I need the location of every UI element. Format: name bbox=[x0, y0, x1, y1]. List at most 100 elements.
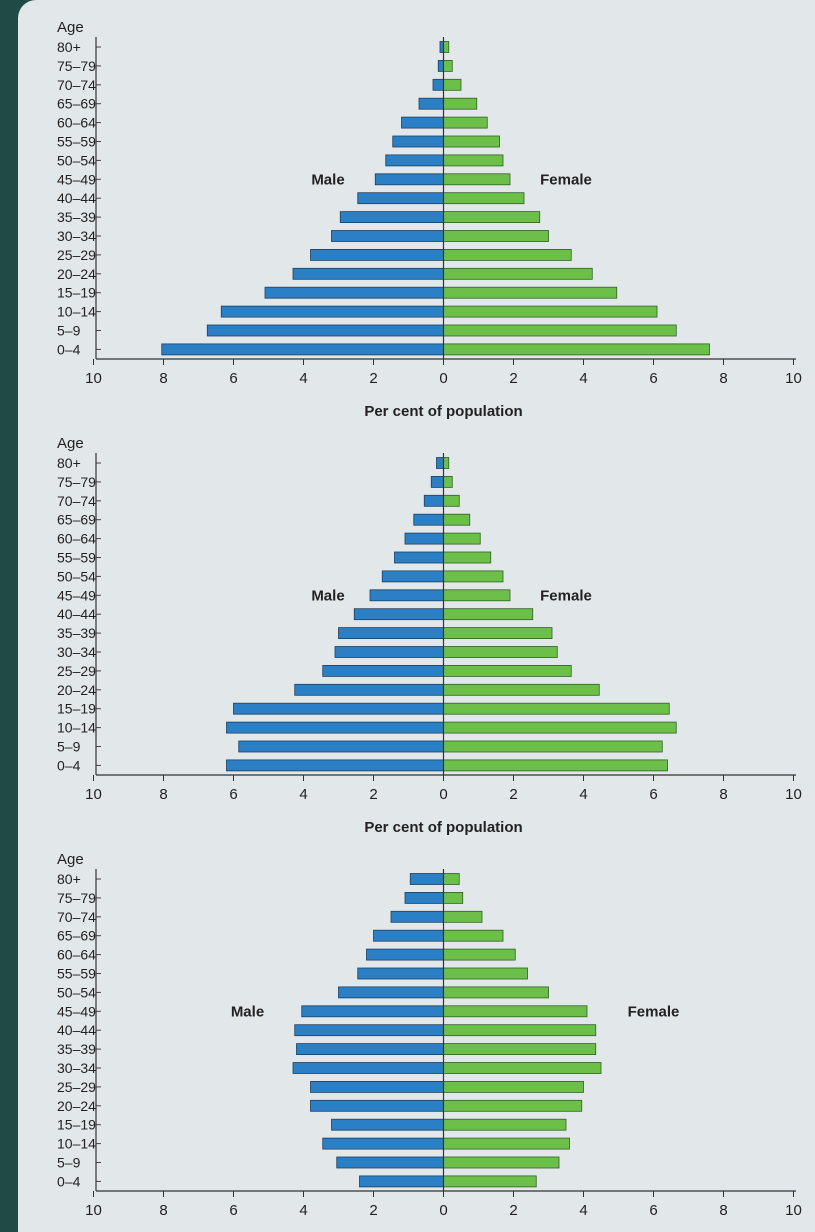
age-label: 15–19 bbox=[57, 285, 96, 301]
age-label: 60–64 bbox=[57, 115, 96, 131]
x-tick-label: 8 bbox=[159, 1202, 167, 1219]
male-bar bbox=[292, 1062, 444, 1074]
male-bar bbox=[322, 665, 444, 677]
male-bar bbox=[374, 173, 444, 186]
female-bar bbox=[443, 1175, 537, 1188]
age-label: 20–24 bbox=[57, 682, 96, 698]
x-tick-label: 10 bbox=[785, 1202, 802, 1219]
x-tick-label: 2 bbox=[369, 370, 377, 387]
female-bar bbox=[443, 1062, 602, 1074]
female-bar bbox=[443, 230, 549, 242]
female-bar bbox=[443, 1118, 567, 1131]
male-bar bbox=[357, 967, 444, 980]
x-tick-label: 2 bbox=[509, 786, 517, 803]
female-bar bbox=[443, 570, 504, 583]
x-tick-label: 10 bbox=[785, 370, 802, 387]
age-label: 40–44 bbox=[57, 606, 96, 622]
male-bar bbox=[430, 475, 444, 488]
male-bar bbox=[369, 589, 444, 602]
male-label: Male bbox=[311, 587, 344, 604]
male-bar bbox=[220, 305, 444, 318]
male-bar bbox=[238, 740, 444, 753]
age-label: 0–4 bbox=[57, 757, 81, 773]
female-bar bbox=[443, 948, 516, 961]
x-tick-label: 0 bbox=[439, 1202, 447, 1219]
female-bar bbox=[443, 740, 663, 753]
male-bar bbox=[437, 60, 444, 72]
male-bar bbox=[409, 873, 444, 885]
age-label: 40–44 bbox=[57, 190, 96, 206]
female-bar bbox=[443, 192, 525, 205]
x-tick-label: 10 bbox=[85, 370, 102, 387]
age-label: 5–9 bbox=[57, 1155, 81, 1171]
male-bar bbox=[432, 78, 444, 91]
age-label: 75–79 bbox=[57, 58, 96, 74]
age-label: 30–34 bbox=[57, 644, 96, 660]
male-bar bbox=[226, 721, 444, 734]
x-axis-title: Per cent of population bbox=[364, 403, 522, 420]
female-label: Female bbox=[540, 171, 592, 188]
pyramid-chart-2: Age 80+ 75–79 70–74 65–69 60–64 55–59 50–54 45–4… bbox=[57, 435, 802, 836]
male-bar bbox=[390, 910, 444, 923]
female-bar bbox=[443, 248, 572, 261]
age-label: 70–74 bbox=[57, 493, 96, 509]
female-bar bbox=[443, 910, 483, 923]
female-bar bbox=[443, 135, 500, 148]
female-bar bbox=[443, 475, 453, 488]
male-bar bbox=[310, 1099, 444, 1112]
age-label: 25–29 bbox=[57, 663, 96, 679]
age-label: 10–14 bbox=[57, 720, 96, 736]
male-bar bbox=[310, 1081, 444, 1093]
female-bar bbox=[443, 627, 553, 639]
x-axis-title: Per cent of population bbox=[364, 819, 522, 836]
y-axis-title: Age bbox=[57, 435, 84, 452]
age-label: 40–44 bbox=[57, 1022, 96, 1038]
x-tick-label: 4 bbox=[299, 1202, 307, 1219]
female-bar bbox=[443, 702, 670, 715]
age-label: 80+ bbox=[57, 39, 81, 55]
x-tick-label: 10 bbox=[85, 786, 102, 803]
female-bar bbox=[443, 60, 453, 72]
age-label: 25–29 bbox=[57, 247, 96, 263]
age-label: 0–4 bbox=[57, 1173, 81, 1189]
female-bar bbox=[443, 78, 462, 91]
age-label: 45–49 bbox=[57, 171, 96, 187]
female-bar bbox=[443, 116, 488, 129]
age-label: 80+ bbox=[57, 871, 81, 887]
x-tick-label: 6 bbox=[229, 1202, 237, 1219]
female-bar bbox=[443, 721, 677, 734]
age-label: 65–69 bbox=[57, 928, 96, 944]
male-bar bbox=[310, 248, 444, 261]
male-bar bbox=[436, 457, 444, 469]
female-bar bbox=[443, 1156, 560, 1169]
x-tick-label: 6 bbox=[229, 370, 237, 387]
x-tick-label: 0 bbox=[439, 786, 447, 803]
male-bar bbox=[294, 1024, 444, 1037]
female-bar bbox=[443, 457, 450, 469]
male-bar bbox=[357, 192, 444, 205]
female-bar bbox=[443, 267, 593, 280]
male-bar bbox=[301, 1005, 444, 1018]
age-label: 50–54 bbox=[57, 152, 96, 168]
female-bar bbox=[443, 589, 511, 602]
female-bar bbox=[443, 513, 471, 526]
male-bar bbox=[334, 646, 444, 658]
age-label: 10–14 bbox=[57, 1136, 96, 1152]
x-tick-label: 4 bbox=[579, 1202, 587, 1219]
age-label: 50–54 bbox=[57, 568, 96, 584]
male-bar bbox=[359, 1175, 444, 1188]
female-bar bbox=[443, 41, 450, 53]
x-tick-label: 6 bbox=[229, 786, 237, 803]
female-bar bbox=[443, 154, 504, 167]
female-bar bbox=[443, 494, 460, 507]
age-label: 35–39 bbox=[57, 625, 96, 641]
age-label: 80+ bbox=[57, 455, 81, 471]
male-bar bbox=[401, 116, 444, 129]
age-label: 20–24 bbox=[57, 1098, 96, 1114]
male-label: Male bbox=[311, 171, 344, 188]
male-bar bbox=[296, 1043, 444, 1055]
male-bar bbox=[339, 211, 444, 224]
age-label: 50–54 bbox=[57, 984, 96, 1000]
male-bar bbox=[423, 494, 444, 507]
